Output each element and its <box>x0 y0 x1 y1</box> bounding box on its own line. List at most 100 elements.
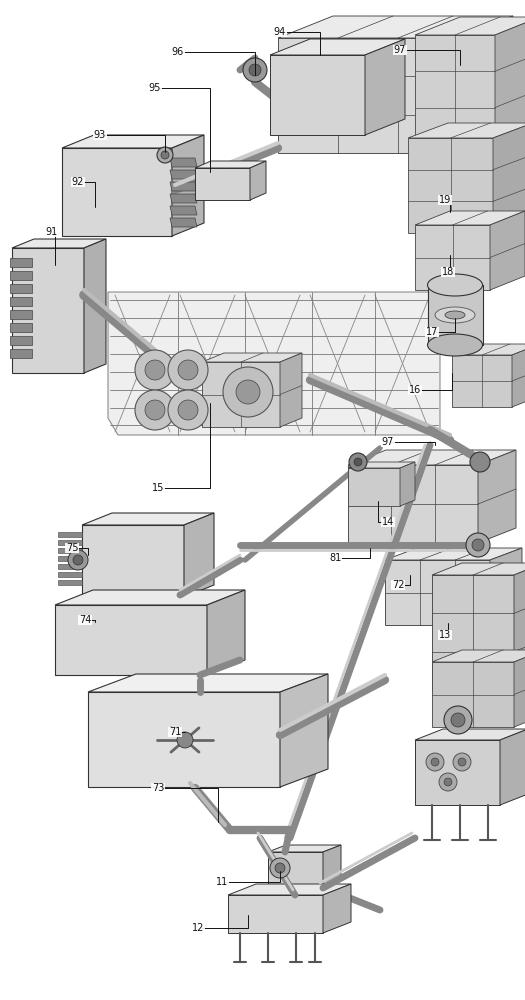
Polygon shape <box>385 548 522 560</box>
Text: 97: 97 <box>382 437 394 447</box>
Polygon shape <box>170 194 197 203</box>
Polygon shape <box>58 572 82 577</box>
Polygon shape <box>195 161 266 168</box>
Polygon shape <box>268 852 323 887</box>
Ellipse shape <box>445 311 465 319</box>
Polygon shape <box>452 355 512 407</box>
Circle shape <box>453 753 471 771</box>
Polygon shape <box>82 513 214 525</box>
Polygon shape <box>10 297 32 306</box>
Polygon shape <box>278 38 458 153</box>
Polygon shape <box>348 468 400 506</box>
Polygon shape <box>84 239 106 373</box>
Polygon shape <box>207 590 245 675</box>
Polygon shape <box>514 563 525 690</box>
Circle shape <box>349 453 367 471</box>
Polygon shape <box>348 465 478 543</box>
Polygon shape <box>108 292 440 435</box>
Polygon shape <box>202 353 302 362</box>
Polygon shape <box>415 225 490 290</box>
Text: 93: 93 <box>94 130 106 140</box>
Circle shape <box>223 367 273 417</box>
Circle shape <box>275 863 285 873</box>
Text: 72: 72 <box>392 580 404 590</box>
Polygon shape <box>170 218 197 227</box>
Circle shape <box>177 732 193 748</box>
Text: 12: 12 <box>192 923 204 933</box>
Polygon shape <box>10 258 32 267</box>
Circle shape <box>168 350 208 390</box>
Polygon shape <box>172 135 204 236</box>
Text: 15: 15 <box>152 483 164 493</box>
Circle shape <box>168 390 208 430</box>
Text: 74: 74 <box>79 615 91 625</box>
Circle shape <box>178 360 198 380</box>
Polygon shape <box>432 563 525 575</box>
Polygon shape <box>415 740 500 805</box>
Text: 16: 16 <box>409 385 421 395</box>
Circle shape <box>426 753 444 771</box>
Polygon shape <box>514 650 525 727</box>
Ellipse shape <box>435 307 475 323</box>
Circle shape <box>161 151 169 159</box>
Polygon shape <box>58 564 82 569</box>
Polygon shape <box>55 590 245 605</box>
Polygon shape <box>55 605 207 675</box>
Polygon shape <box>10 349 32 358</box>
Circle shape <box>439 773 457 791</box>
Polygon shape <box>415 729 525 740</box>
Polygon shape <box>10 323 32 332</box>
Polygon shape <box>280 674 328 787</box>
Text: 18: 18 <box>442 267 454 277</box>
Circle shape <box>145 360 165 380</box>
Polygon shape <box>415 35 495 180</box>
Polygon shape <box>415 211 525 225</box>
Circle shape <box>236 380 260 404</box>
Polygon shape <box>10 271 32 280</box>
Ellipse shape <box>427 334 482 356</box>
Circle shape <box>472 539 484 551</box>
Polygon shape <box>280 353 302 427</box>
Polygon shape <box>478 450 516 543</box>
Polygon shape <box>490 548 522 625</box>
Polygon shape <box>432 662 514 727</box>
Text: 92: 92 <box>72 177 84 187</box>
Polygon shape <box>323 884 351 933</box>
Polygon shape <box>500 729 525 805</box>
Circle shape <box>249 64 261 76</box>
Polygon shape <box>170 182 197 191</box>
Polygon shape <box>184 513 214 597</box>
Circle shape <box>243 58 267 82</box>
Polygon shape <box>88 692 280 787</box>
Text: 19: 19 <box>439 195 451 205</box>
Circle shape <box>458 758 466 766</box>
Circle shape <box>157 147 173 163</box>
Circle shape <box>68 550 88 570</box>
Text: 17: 17 <box>426 327 438 337</box>
Text: 14: 14 <box>382 517 394 527</box>
Circle shape <box>431 758 439 766</box>
Polygon shape <box>58 556 82 561</box>
Text: 96: 96 <box>172 47 184 57</box>
Polygon shape <box>228 884 351 895</box>
Circle shape <box>451 713 465 727</box>
Polygon shape <box>12 239 106 248</box>
Polygon shape <box>493 123 525 233</box>
Circle shape <box>354 458 362 466</box>
Polygon shape <box>268 845 341 852</box>
Circle shape <box>135 350 175 390</box>
Polygon shape <box>432 650 525 662</box>
Text: 91: 91 <box>46 227 58 237</box>
Polygon shape <box>278 16 513 38</box>
Text: 73: 73 <box>152 783 164 793</box>
Polygon shape <box>400 462 415 506</box>
Polygon shape <box>170 170 197 179</box>
Circle shape <box>135 390 175 430</box>
Text: 95: 95 <box>149 83 161 93</box>
Polygon shape <box>348 462 415 468</box>
Polygon shape <box>250 161 266 200</box>
Polygon shape <box>428 285 483 345</box>
Polygon shape <box>323 845 341 887</box>
Polygon shape <box>58 580 82 585</box>
Polygon shape <box>202 362 280 427</box>
